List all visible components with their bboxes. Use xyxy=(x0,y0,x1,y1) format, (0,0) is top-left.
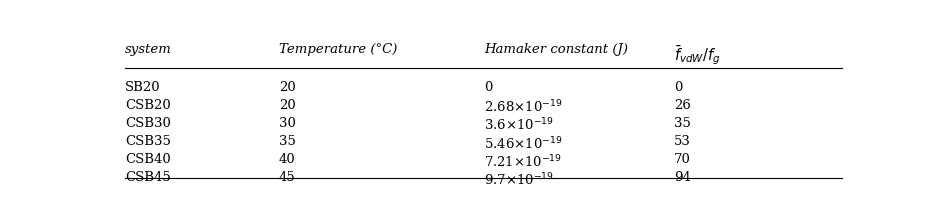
Text: 2.68×10$^{-19}$: 2.68×10$^{-19}$ xyxy=(483,99,563,116)
Text: 20: 20 xyxy=(279,81,295,94)
Text: 0: 0 xyxy=(674,81,683,94)
Text: CSB30: CSB30 xyxy=(126,117,171,130)
Text: 35: 35 xyxy=(279,135,295,148)
Text: 53: 53 xyxy=(674,135,691,148)
Text: 0: 0 xyxy=(483,81,492,94)
Text: system: system xyxy=(126,43,172,56)
Text: 30: 30 xyxy=(279,117,295,130)
Text: 40: 40 xyxy=(279,153,295,166)
Text: 3.6×10$^{-19}$: 3.6×10$^{-19}$ xyxy=(483,117,554,134)
Text: 94: 94 xyxy=(674,171,691,184)
Text: 7.21×10$^{-19}$: 7.21×10$^{-19}$ xyxy=(483,153,562,170)
Text: SB20: SB20 xyxy=(126,81,160,94)
Text: CSB45: CSB45 xyxy=(126,171,171,184)
Text: 35: 35 xyxy=(674,117,691,130)
Text: Temperature (°C): Temperature (°C) xyxy=(279,43,397,56)
Text: 20: 20 xyxy=(279,99,295,112)
Text: CSB40: CSB40 xyxy=(126,153,171,166)
Text: 70: 70 xyxy=(674,153,691,166)
Text: 45: 45 xyxy=(279,171,295,184)
Text: Hamaker constant (J): Hamaker constant (J) xyxy=(483,43,628,56)
Text: $\bar{f}_{vdW}/f_{g}$: $\bar{f}_{vdW}/f_{g}$ xyxy=(674,43,720,67)
Text: 9.7×10$^{-19}$: 9.7×10$^{-19}$ xyxy=(483,171,554,188)
Text: CSB35: CSB35 xyxy=(126,135,171,148)
Text: CSB20: CSB20 xyxy=(126,99,171,112)
Text: 26: 26 xyxy=(674,99,691,112)
Text: 5.46×10$^{-19}$: 5.46×10$^{-19}$ xyxy=(483,135,563,152)
